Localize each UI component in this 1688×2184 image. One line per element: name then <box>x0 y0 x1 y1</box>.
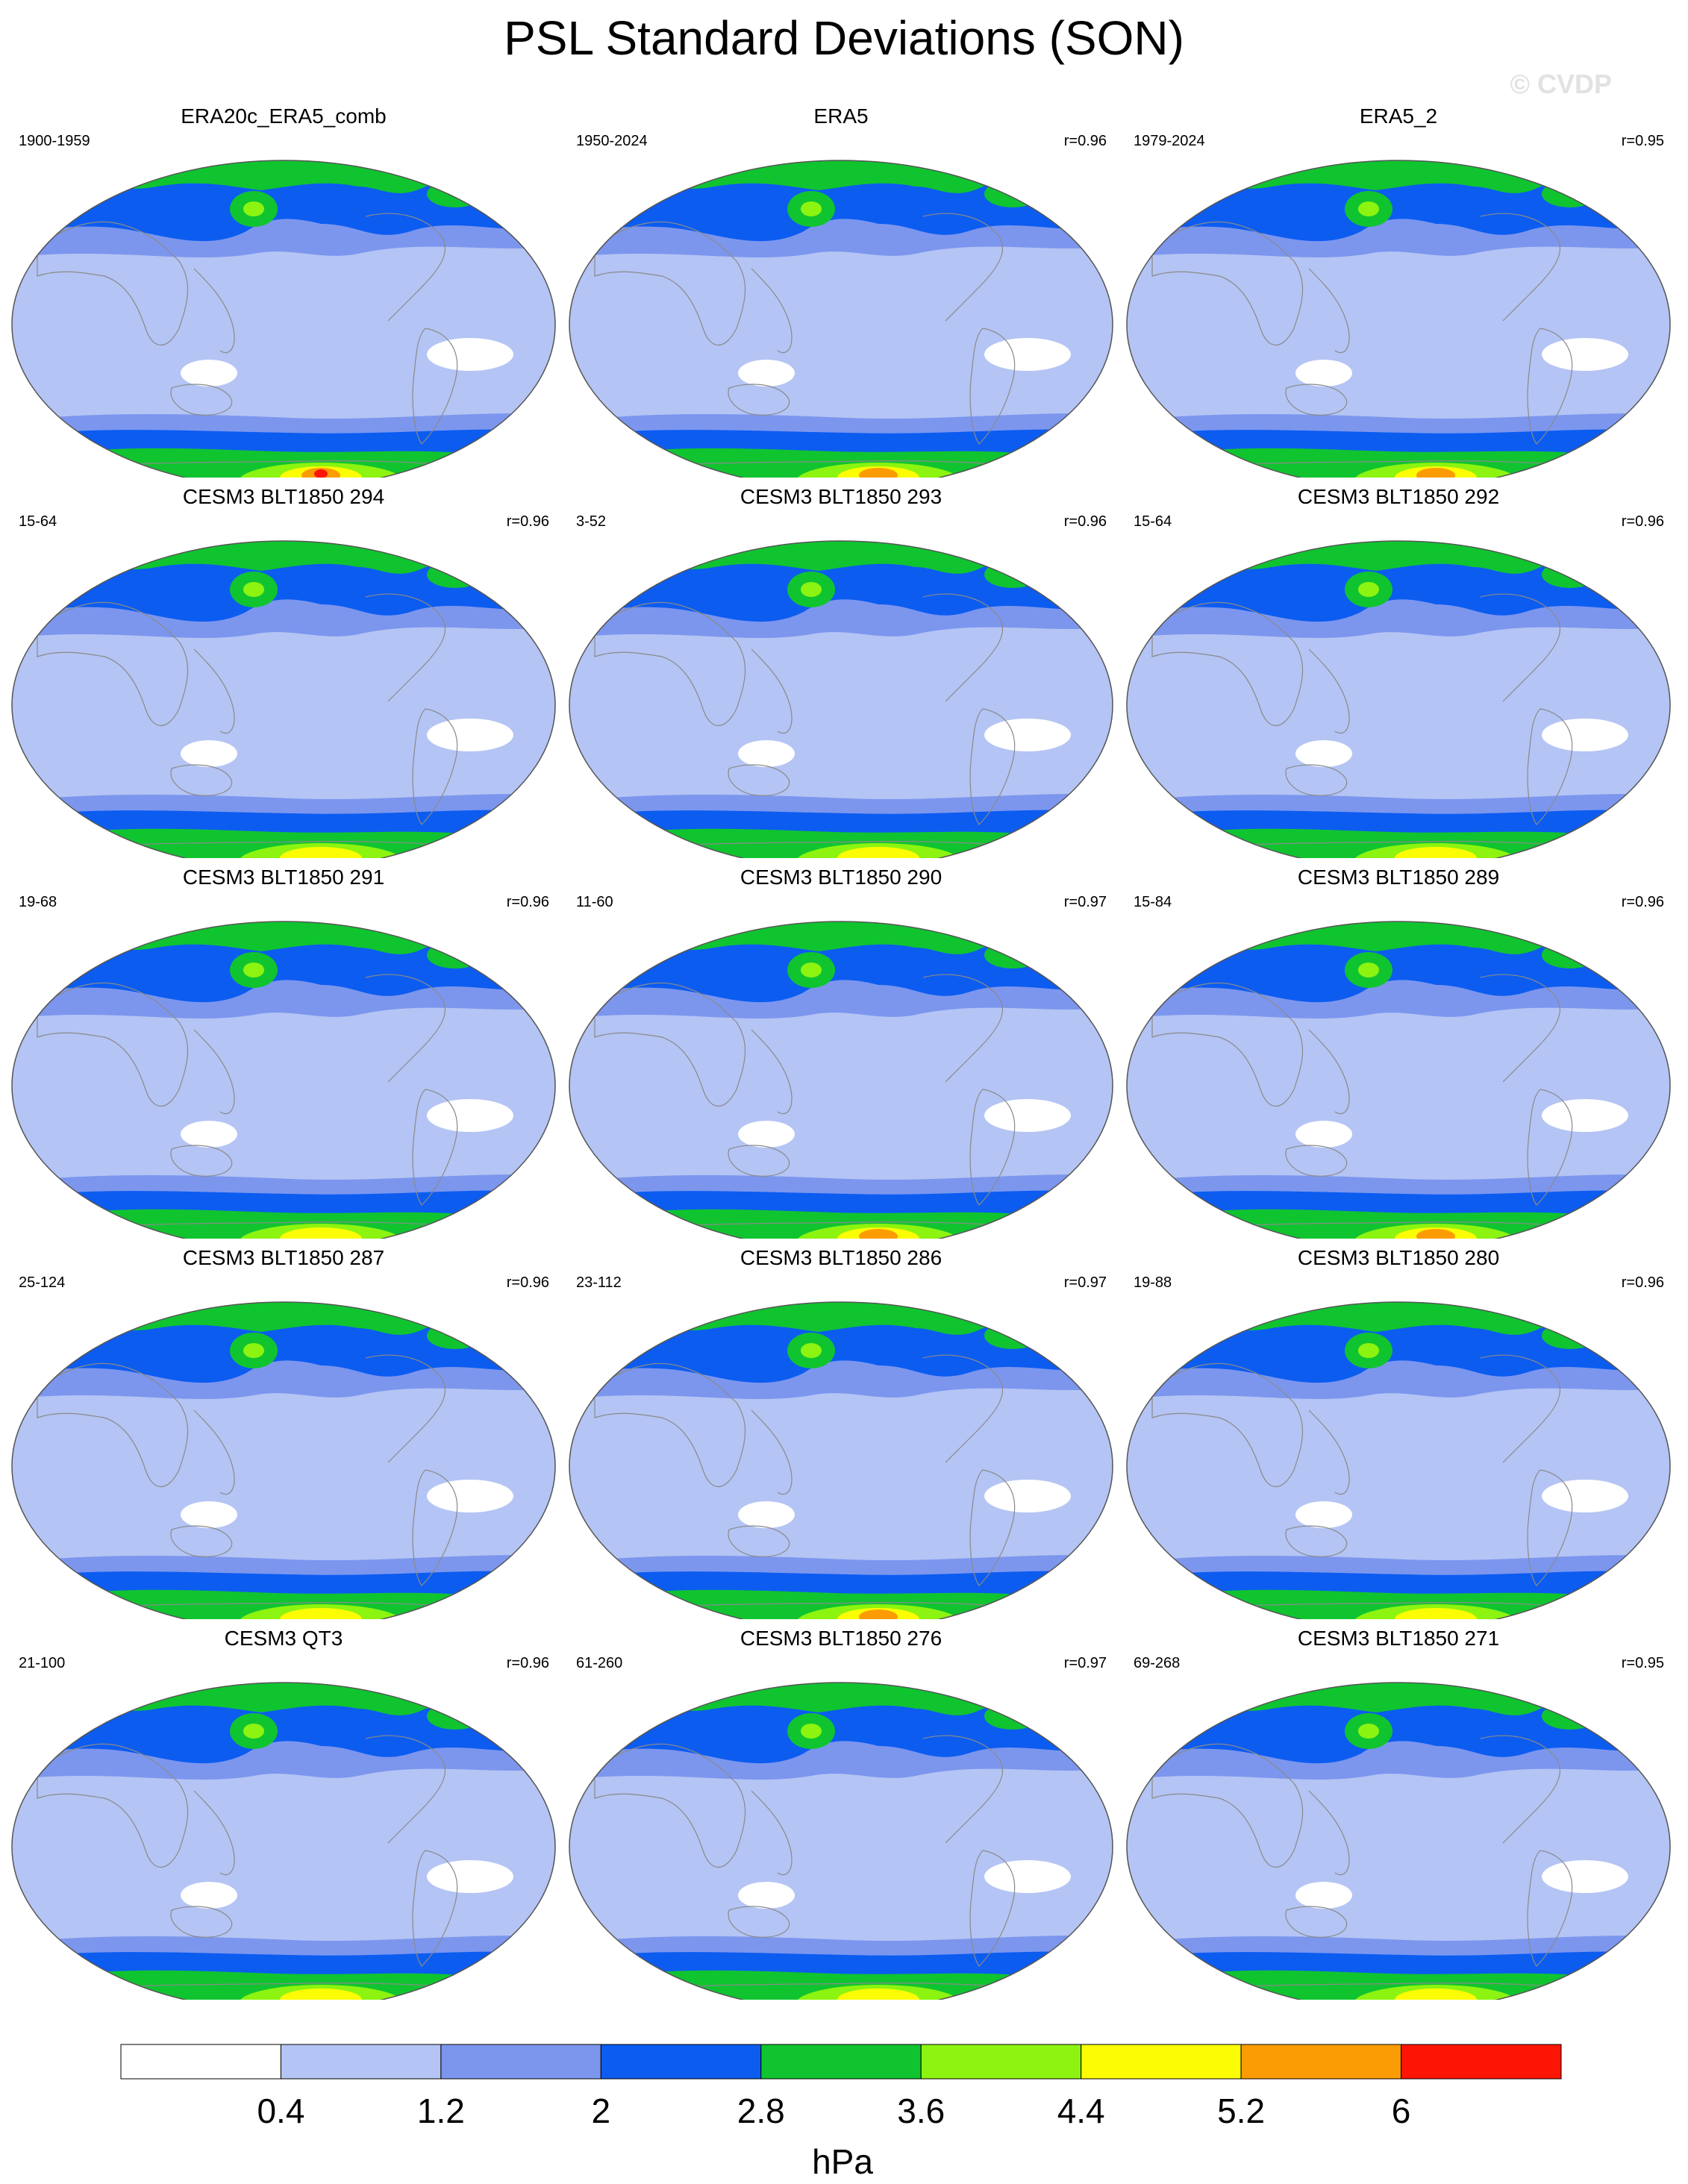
colorbar-tick-label: 3.6 <box>897 2091 945 2130</box>
robinson-map <box>1126 160 1671 478</box>
map-panel: CESM3 BLT1850 286 23-112 r=0.97 <box>565 1246 1117 1619</box>
panel-correlation: r=0.96 <box>1063 133 1107 149</box>
panel-period: 1900-1959 <box>19 133 90 149</box>
panel-correlation: r=0.97 <box>1063 1655 1107 1671</box>
panel-correlation: r=0.97 <box>1063 894 1107 910</box>
colorbar-swatches <box>120 2044 1562 2080</box>
map-panel: ERA5_2 1979-2024 r=0.95 <box>1122 104 1675 478</box>
colorbar-tick-label: 1.2 <box>417 2091 465 2130</box>
colorbar-unit-label: hPa <box>812 2142 873 2181</box>
map-panel: CESM3 BLT1850 292 15-64 r=0.96 <box>1122 485 1675 858</box>
panel-period: 15-64 <box>19 513 57 530</box>
robinson-map <box>11 921 556 1239</box>
panel-period: 15-64 <box>1134 513 1172 530</box>
robinson-map <box>569 1301 1113 1619</box>
panel-correlation: r=0.95 <box>1621 1655 1664 1671</box>
robinson-map <box>569 921 1113 1239</box>
robinson-map <box>11 1682 556 2000</box>
panel-period: 3-52 <box>576 513 607 530</box>
panel-period: 15-84 <box>1134 894 1172 910</box>
panel-title: CESM3 BLT1850 289 <box>1297 866 1500 889</box>
colorbar-swatch <box>1240 2044 1402 2080</box>
panel-correlation: r=0.96 <box>1621 894 1664 910</box>
cvdp-watermark: © CVDP <box>1510 69 1612 99</box>
panel-period: 61-260 <box>576 1655 623 1671</box>
robinson-map <box>1126 1682 1671 2000</box>
map-panel: CESM3 BLT1850 271 69-268 r=0.95 <box>1122 1627 1675 2000</box>
panel-period: 1950-2024 <box>576 133 648 149</box>
panel-period: 1979-2024 <box>1134 133 1205 149</box>
panel-period: 25-124 <box>19 1274 66 1291</box>
panel-period: 19-68 <box>19 894 57 910</box>
colorbar-labels: 0.4 1.2 2 2.8 3.6 4.4 5.2 6 <box>257 2091 1410 2130</box>
panel-title: CESM3 BLT1850 292 <box>1297 485 1500 508</box>
panel-correlation: r=0.96 <box>1063 513 1107 530</box>
colorbar-tick-label: 2.8 <box>737 2091 785 2130</box>
panel-title: CESM3 BLT1850 276 <box>740 1627 943 1650</box>
robinson-map <box>11 160 556 478</box>
panel-period: 69-268 <box>1134 1655 1181 1671</box>
robinson-map <box>11 1301 556 1619</box>
colorbar-swatch <box>1081 2044 1242 2080</box>
panel-correlation: r=0.96 <box>506 1655 549 1671</box>
robinson-map <box>11 540 556 858</box>
panel-title: CESM3 BLT1850 271 <box>1297 1627 1500 1650</box>
map-panel: CESM3 BLT1850 290 11-60 r=0.97 <box>565 866 1117 1239</box>
panel-period: 23-112 <box>576 1274 622 1291</box>
panel-correlation: r=0.97 <box>1063 1274 1107 1291</box>
panel-period: 11-60 <box>576 894 613 910</box>
colorbar-swatch <box>760 2044 922 2080</box>
colorbar: 0.4 1.2 2 2.8 3.6 4.4 5.2 6 hPa <box>120 2044 1562 2181</box>
panel-correlation: r=0.96 <box>1621 1274 1664 1291</box>
panel-correlation: r=0.95 <box>1621 133 1664 149</box>
map-panel: CESM3 QT3 21-100 r=0.96 <box>7 1627 560 2000</box>
panel-correlation: r=0.96 <box>506 894 549 910</box>
colorbar-tick-label: 6 <box>1392 2091 1411 2130</box>
panel-title: CESM3 BLT1850 294 <box>182 485 385 508</box>
panel-title: CESM3 BLT1850 286 <box>740 1246 943 1269</box>
panel-title: CESM3 BLT1850 293 <box>740 485 943 508</box>
robinson-map <box>1126 1301 1671 1619</box>
panel-correlation: r=0.96 <box>1621 513 1664 530</box>
robinson-map <box>569 1682 1113 2000</box>
panel-title: ERA5 <box>813 104 869 128</box>
colorbar-tick-label: 2 <box>592 2091 611 2130</box>
panel-title: CESM3 BLT1850 287 <box>182 1246 385 1269</box>
panel-title: CESM3 BLT1850 291 <box>182 866 385 889</box>
panel-period: 19-88 <box>1134 1274 1172 1291</box>
colorbar-tick-label: 5.2 <box>1217 2091 1265 2130</box>
colorbar-swatch <box>440 2044 601 2080</box>
map-panel: ERA5 1950-2024 r=0.96 <box>565 104 1117 478</box>
panel-title: ERA5_2 <box>1359 104 1438 128</box>
colorbar-swatch <box>120 2044 281 2080</box>
colorbar-swatch <box>280 2044 442 2080</box>
map-panel: CESM3 BLT1850 289 15-84 r=0.96 <box>1122 866 1675 1239</box>
robinson-map <box>1126 540 1671 858</box>
map-panel: CESM3 BLT1850 294 15-64 r=0.96 <box>7 485 560 858</box>
map-panel: CESM3 BLT1850 280 19-88 r=0.96 <box>1122 1246 1675 1619</box>
map-panel: CESM3 BLT1850 291 19-68 r=0.96 <box>7 866 560 1239</box>
robinson-map <box>569 540 1113 858</box>
colorbar-tick-label: 0.4 <box>257 2091 304 2130</box>
map-panel: CESM3 BLT1850 287 25-124 r=0.96 <box>7 1246 560 1619</box>
colorbar-swatch <box>920 2044 1082 2080</box>
colorbar-swatch <box>1401 2044 1562 2080</box>
panel-title: CESM3 BLT1850 280 <box>1297 1246 1500 1269</box>
map-panel: CESM3 BLT1850 276 61-260 r=0.97 <box>565 1627 1117 2000</box>
map-panel: CESM3 BLT1850 293 3-52 r=0.96 <box>565 485 1117 858</box>
panel-title: CESM3 BLT1850 290 <box>740 866 943 889</box>
panel-period: 21-100 <box>19 1655 66 1671</box>
robinson-map <box>569 160 1113 478</box>
colorbar-swatch <box>600 2044 762 2080</box>
map-panel: ERA20c_ERA5_comb 1900-1959 <box>7 104 560 478</box>
panel-correlation: r=0.96 <box>506 1274 549 1291</box>
panel-title: ERA20c_ERA5_comb <box>181 104 387 128</box>
panel-title: CESM3 QT3 <box>224 1627 343 1650</box>
colorbar-tick-label: 4.4 <box>1057 2091 1105 2130</box>
robinson-map <box>1126 921 1671 1239</box>
panel-correlation: r=0.96 <box>506 513 549 530</box>
page-title: PSL Standard Deviations (SON) <box>504 11 1184 65</box>
